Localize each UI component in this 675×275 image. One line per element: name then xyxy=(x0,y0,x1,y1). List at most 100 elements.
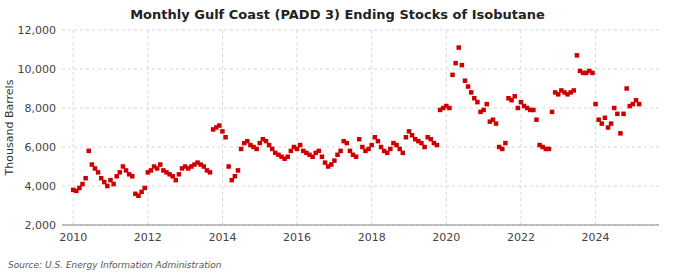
point xyxy=(491,117,496,122)
x-tick-label: 2012 xyxy=(134,231,162,244)
point xyxy=(357,137,362,142)
y-tick-label: 10,000 xyxy=(18,63,57,76)
x-tick-label: 2020 xyxy=(432,231,460,244)
point xyxy=(329,162,334,167)
point xyxy=(631,102,636,107)
point xyxy=(373,135,378,140)
y-tick-label: 4,000 xyxy=(25,180,57,193)
point xyxy=(460,63,465,68)
point xyxy=(295,147,300,152)
point xyxy=(379,145,384,150)
point xyxy=(637,102,642,107)
x-tick-label: 2024 xyxy=(582,231,610,244)
y-grid-line xyxy=(62,108,659,109)
point xyxy=(624,86,629,91)
point xyxy=(239,147,244,152)
y-tick-label: 8,000 xyxy=(25,102,57,115)
point xyxy=(450,73,455,78)
y-axis-label: Thousand Barrels xyxy=(3,79,16,176)
point xyxy=(494,121,499,126)
point xyxy=(429,137,434,142)
point xyxy=(217,123,222,128)
point xyxy=(534,117,539,122)
point xyxy=(136,194,141,199)
point xyxy=(556,92,561,97)
point xyxy=(618,131,623,136)
point xyxy=(634,98,639,103)
point xyxy=(469,90,474,95)
point xyxy=(509,98,513,103)
chart: Monthly Gulf Coast (PADD 3) Ending Stock… xyxy=(0,0,675,275)
point xyxy=(118,170,123,175)
y-grid-line xyxy=(62,69,659,70)
point xyxy=(149,168,154,173)
point xyxy=(142,186,147,191)
point xyxy=(531,108,536,113)
grid xyxy=(62,30,659,225)
point xyxy=(155,166,160,171)
point xyxy=(376,139,381,144)
point xyxy=(394,143,399,148)
point xyxy=(603,116,608,121)
point xyxy=(615,112,620,117)
point xyxy=(516,106,521,111)
point xyxy=(177,172,182,177)
point xyxy=(609,121,614,126)
point xyxy=(512,94,517,99)
point xyxy=(453,61,458,66)
point xyxy=(621,112,626,117)
y-tick-label: 12,000 xyxy=(18,24,57,37)
y-tick-label: 2,000 xyxy=(25,219,57,232)
point xyxy=(102,180,107,185)
point xyxy=(606,125,611,130)
point xyxy=(158,162,163,167)
point xyxy=(466,84,471,89)
point xyxy=(401,151,406,156)
point xyxy=(596,117,601,122)
point xyxy=(170,174,175,179)
point xyxy=(397,147,402,152)
point xyxy=(463,78,468,83)
point xyxy=(593,102,598,107)
point xyxy=(93,166,98,171)
point xyxy=(475,100,480,105)
point xyxy=(435,143,440,148)
y-tick-label: 6,000 xyxy=(25,141,57,154)
point xyxy=(114,174,119,179)
point xyxy=(80,182,85,187)
point xyxy=(366,147,371,152)
point xyxy=(422,145,427,150)
point xyxy=(388,147,393,152)
x-grid-line xyxy=(147,30,148,225)
title: Monthly Gulf Coast (PADD 3) Ending Stock… xyxy=(130,7,545,22)
point xyxy=(245,139,250,144)
point xyxy=(220,129,225,134)
x-axis-line xyxy=(62,225,659,226)
point xyxy=(575,53,580,58)
point xyxy=(139,190,144,195)
point xyxy=(223,135,228,140)
tick-labels: 2,0004,0006,0008,00010,00012,00020102012… xyxy=(18,24,610,244)
x-tick-label: 2022 xyxy=(507,231,535,244)
point xyxy=(457,45,462,50)
point xyxy=(481,108,486,113)
point xyxy=(404,135,409,140)
point xyxy=(289,149,294,154)
point xyxy=(99,176,104,181)
point xyxy=(270,147,275,152)
point xyxy=(385,151,390,156)
point xyxy=(317,149,322,154)
y-grid-line xyxy=(62,225,659,226)
point xyxy=(285,155,290,160)
point xyxy=(124,168,129,173)
point xyxy=(338,149,343,154)
point xyxy=(174,178,179,183)
point xyxy=(323,160,328,165)
point xyxy=(77,186,82,191)
x-grid-line xyxy=(297,30,298,225)
point xyxy=(111,182,116,187)
point xyxy=(90,162,95,167)
point xyxy=(96,170,101,175)
point xyxy=(519,100,524,105)
point xyxy=(267,143,272,148)
